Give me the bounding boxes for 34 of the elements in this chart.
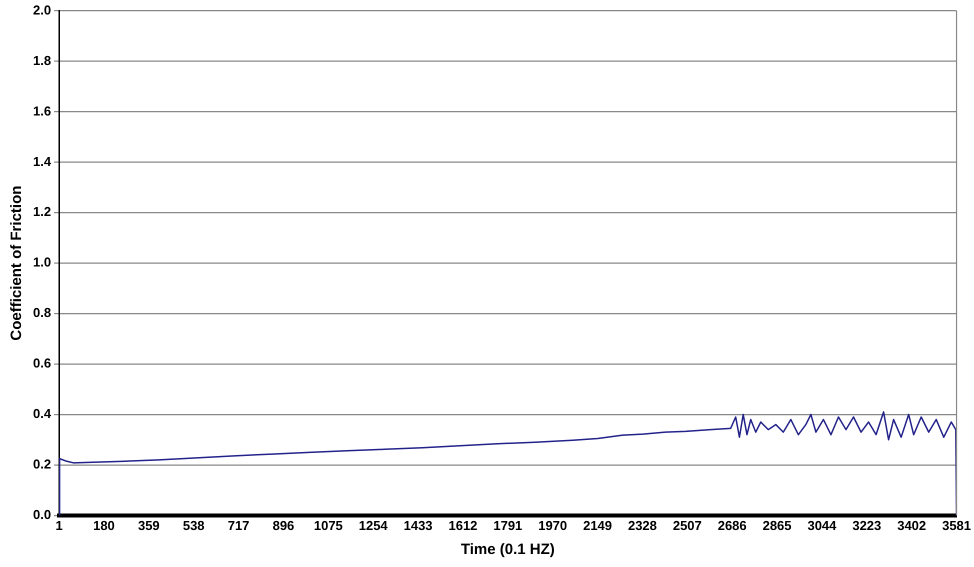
x-tick-label: 2507 — [672, 518, 702, 533]
y-tick-label: 0.0 — [32, 506, 52, 522]
x-tick-label: 2328 — [628, 518, 657, 533]
y-tick-label: 0.6 — [32, 356, 52, 371]
x-tick-label: 1970 — [538, 518, 568, 533]
x-tick-label: 180 — [93, 518, 115, 533]
x-tick-label: 2686 — [718, 518, 747, 533]
x-tick-label: 2865 — [762, 518, 792, 533]
y-tick-label: 1.4 — [32, 154, 52, 169]
x-tick-label: 896 — [272, 518, 294, 533]
x-tick-label: 1 — [55, 518, 63, 533]
x-tick-label: 3223 — [852, 518, 882, 533]
x-tick-label: 359 — [138, 518, 160, 533]
y-tick-label: 1.2 — [32, 204, 52, 220]
x-tick-label: 1433 — [404, 518, 433, 533]
x-tick-label: 1075 — [314, 518, 343, 533]
x-tick-label: 2149 — [583, 518, 612, 533]
x-tick-label: 3402 — [897, 518, 926, 533]
x-tick-label: 717 — [228, 518, 250, 533]
y-tick-label: 1.0 — [32, 254, 52, 270]
y-tick-label: 0.4 — [32, 406, 52, 422]
x-tick-label: 1612 — [448, 518, 478, 533]
x-tick-label: 538 — [182, 518, 205, 533]
y-tick-label: 0.2 — [32, 456, 52, 472]
x-axis-title: Time (0.1 HZ) — [460, 541, 555, 558]
y-tick-label: 1.8 — [32, 52, 52, 68]
y-tick-label: 2.0 — [32, 2, 52, 18]
x-tick-label: 1254 — [358, 518, 388, 533]
x-tick-label: 1791 — [493, 518, 522, 533]
y-axis-title: Coefficient of Friction — [8, 186, 26, 341]
y-tick-label: 0.8 — [32, 305, 52, 320]
y-tick-label: 1.6 — [32, 103, 52, 118]
x-tick-label: 3044 — [807, 518, 838, 533]
x-tick-label: 3581 — [942, 518, 971, 533]
